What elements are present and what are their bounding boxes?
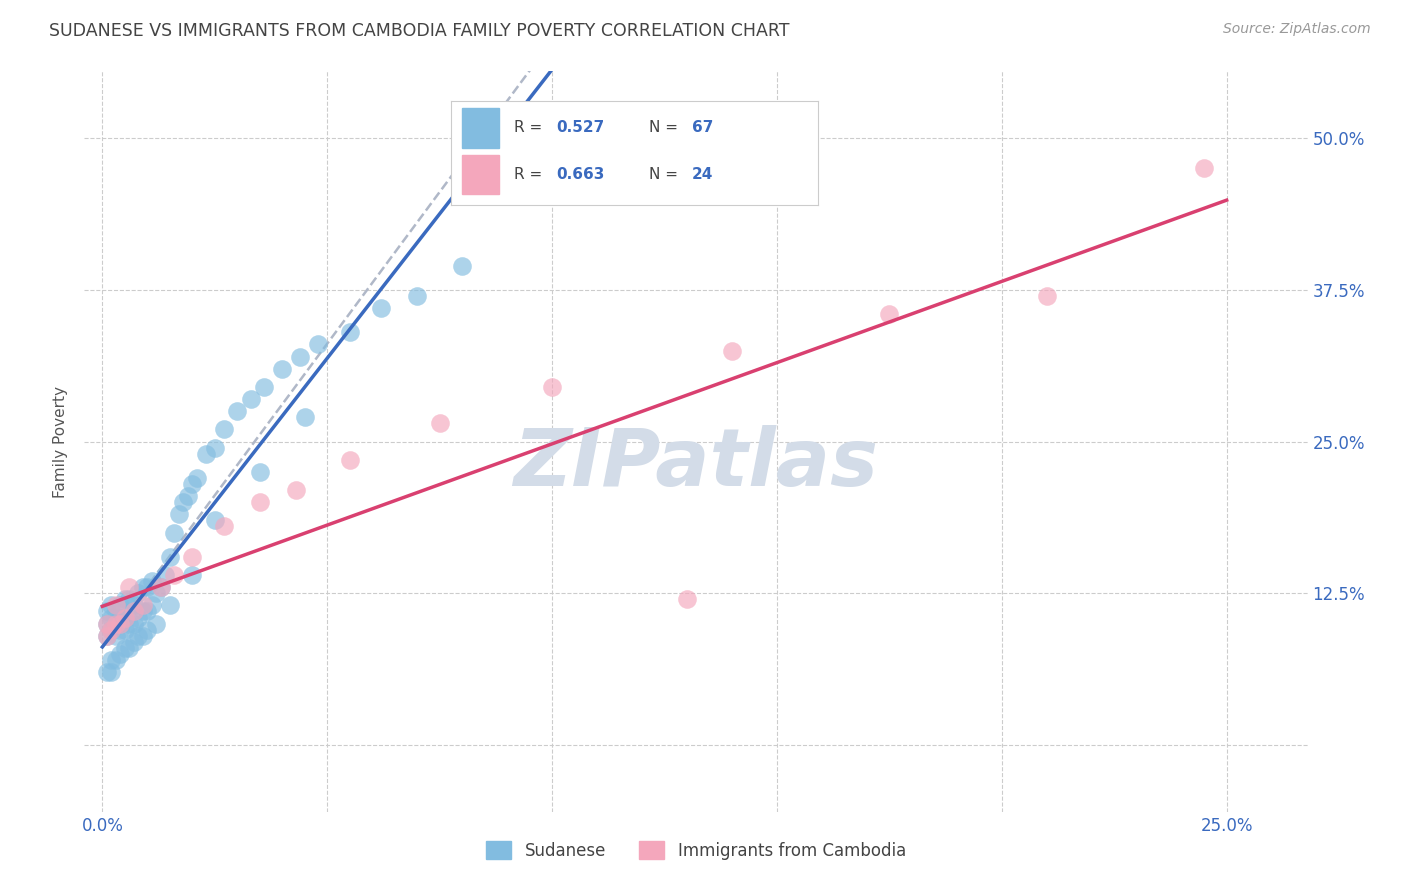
Point: [307, 337, 329, 351]
Point: [100, 623, 122, 637]
Point: [122, 604, 145, 618]
Point: [118, 640, 141, 655]
Point: [159, 599, 181, 613]
Point: [118, 592, 141, 607]
Point: [429, 417, 451, 431]
Point: [172, 495, 194, 509]
Point: [676, 592, 699, 607]
Text: SUDANESE VS IMMIGRANTS FROM CAMBODIA FAMILY POVERTY CORRELATION CHART: SUDANESE VS IMMIGRANTS FROM CAMBODIA FAM…: [49, 22, 790, 40]
Point: [110, 647, 132, 661]
Point: [122, 599, 145, 613]
Point: [406, 289, 429, 303]
Point: [204, 441, 226, 455]
Point: [96, 616, 118, 631]
Point: [339, 326, 361, 340]
Point: [290, 350, 312, 364]
Point: [253, 380, 276, 394]
Point: [118, 616, 141, 631]
Point: [132, 604, 155, 618]
Point: [879, 307, 901, 321]
Point: [100, 665, 122, 680]
Point: [100, 610, 122, 624]
Point: [284, 483, 307, 497]
Text: ZIPatlas: ZIPatlas: [513, 425, 879, 503]
Point: [339, 452, 361, 467]
Point: [186, 471, 208, 485]
Point: [122, 635, 145, 649]
Point: [132, 599, 155, 613]
Point: [204, 513, 226, 527]
Point: [114, 640, 136, 655]
Point: [136, 580, 159, 594]
Point: [122, 616, 145, 631]
Point: [239, 392, 262, 406]
Point: [132, 580, 155, 594]
Point: [194, 447, 217, 461]
Point: [127, 586, 149, 600]
Point: [110, 623, 132, 637]
Point: [96, 629, 118, 643]
Point: [177, 489, 200, 503]
Point: [1192, 161, 1215, 176]
Point: [100, 599, 122, 613]
Point: [145, 616, 167, 631]
Point: [167, 508, 190, 522]
Point: [149, 580, 172, 594]
Point: [104, 629, 127, 643]
Point: [100, 623, 122, 637]
Point: [104, 616, 127, 631]
Point: [451, 259, 474, 273]
Point: [226, 404, 249, 418]
Point: [181, 568, 204, 582]
Legend: Sudanese, Immigrants from Cambodia: Sudanese, Immigrants from Cambodia: [479, 835, 912, 866]
Point: [104, 604, 127, 618]
Y-axis label: Family Poverty: Family Poverty: [53, 385, 69, 498]
Point: [149, 580, 172, 594]
Point: [110, 616, 132, 631]
Point: [141, 599, 163, 613]
Point: [96, 616, 118, 631]
Point: [159, 549, 181, 564]
Point: [104, 599, 127, 613]
Point: [721, 343, 744, 358]
Point: [114, 623, 136, 637]
Point: [294, 410, 316, 425]
Point: [96, 665, 118, 680]
Point: [212, 519, 235, 533]
Point: [271, 361, 294, 376]
Point: [163, 525, 186, 540]
Point: [136, 604, 159, 618]
Point: [370, 301, 392, 315]
Point: [141, 574, 163, 588]
Point: [114, 610, 136, 624]
Point: [249, 495, 271, 509]
Text: Source: ZipAtlas.com: Source: ZipAtlas.com: [1223, 22, 1371, 37]
Point: [114, 610, 136, 624]
Point: [1035, 289, 1057, 303]
Point: [127, 629, 149, 643]
Point: [181, 477, 204, 491]
Point: [104, 616, 127, 631]
Point: [127, 610, 149, 624]
Point: [136, 623, 159, 637]
Point: [110, 599, 132, 613]
Point: [181, 549, 204, 564]
Point: [155, 568, 177, 582]
Point: [114, 592, 136, 607]
Point: [110, 610, 132, 624]
Point: [100, 653, 122, 667]
Point: [118, 580, 141, 594]
Point: [212, 422, 235, 436]
Point: [104, 653, 127, 667]
Point: [96, 604, 118, 618]
Point: [96, 629, 118, 643]
Point: [541, 380, 564, 394]
Point: [145, 586, 167, 600]
Point: [132, 629, 155, 643]
Point: [163, 568, 186, 582]
Point: [249, 465, 271, 479]
